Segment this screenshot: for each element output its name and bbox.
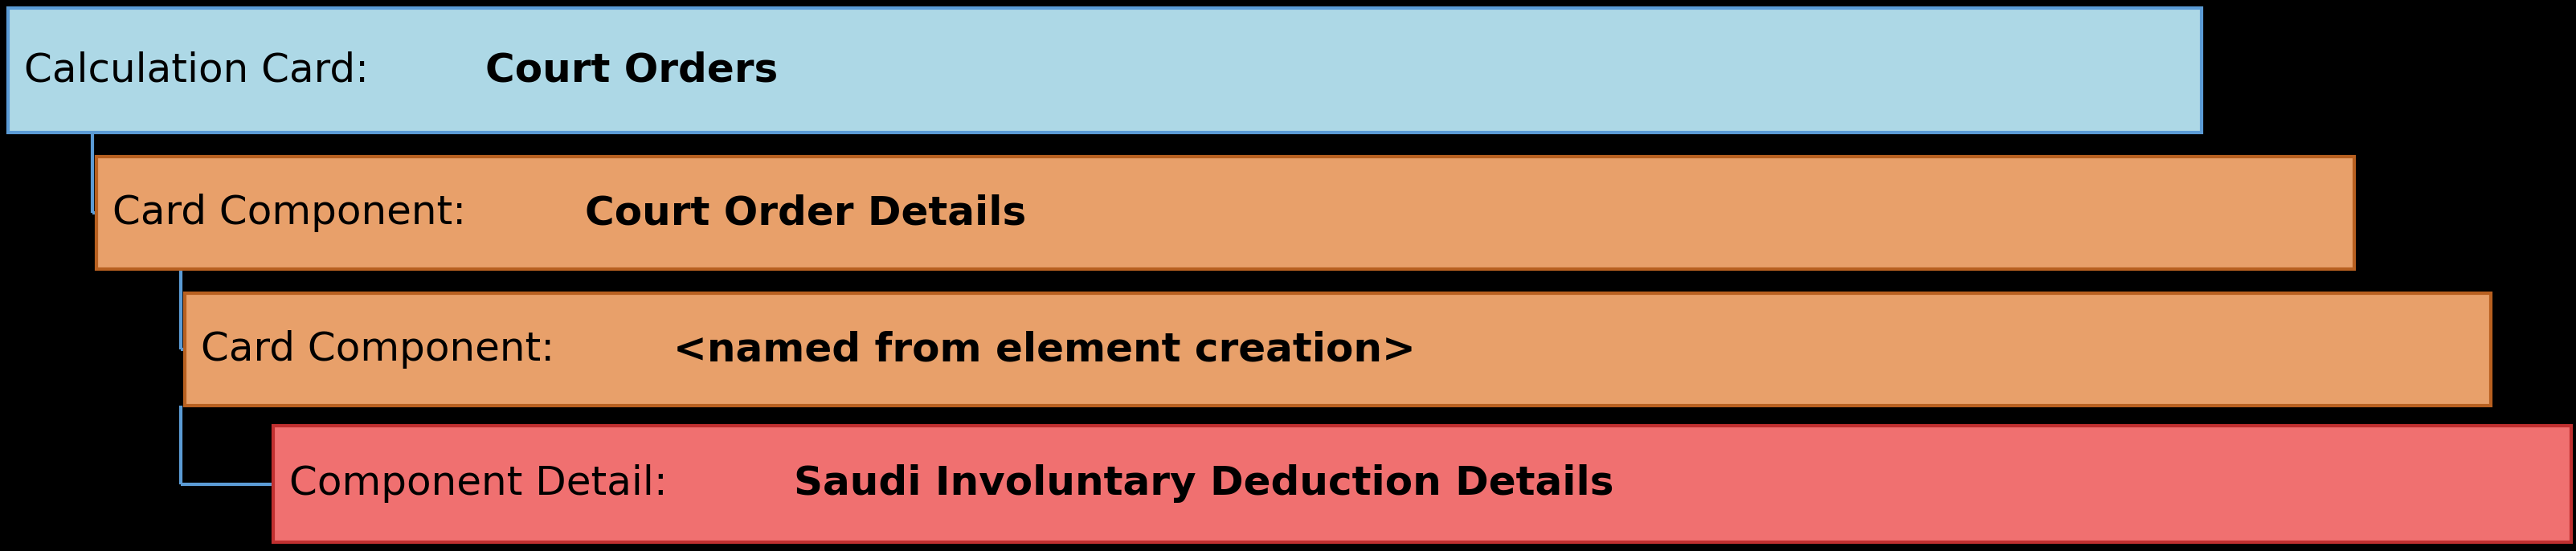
FancyBboxPatch shape [185, 293, 2491, 406]
Text: <named from element creation>: <named from element creation> [675, 330, 1417, 369]
Text: Calculation Card:: Calculation Card: [23, 51, 381, 90]
FancyBboxPatch shape [8, 8, 2202, 133]
Text: Component Detail:: Component Detail: [289, 464, 680, 503]
FancyBboxPatch shape [273, 426, 2571, 542]
Text: Card Component:: Card Component: [113, 193, 479, 232]
Text: Saudi Involuntary Deduction Details: Saudi Involuntary Deduction Details [793, 464, 1613, 503]
Text: Card Component:: Card Component: [201, 330, 567, 369]
Text: Court Order Details: Court Order Details [585, 193, 1028, 232]
FancyBboxPatch shape [95, 156, 2354, 269]
Text: Court Orders: Court Orders [484, 51, 778, 90]
